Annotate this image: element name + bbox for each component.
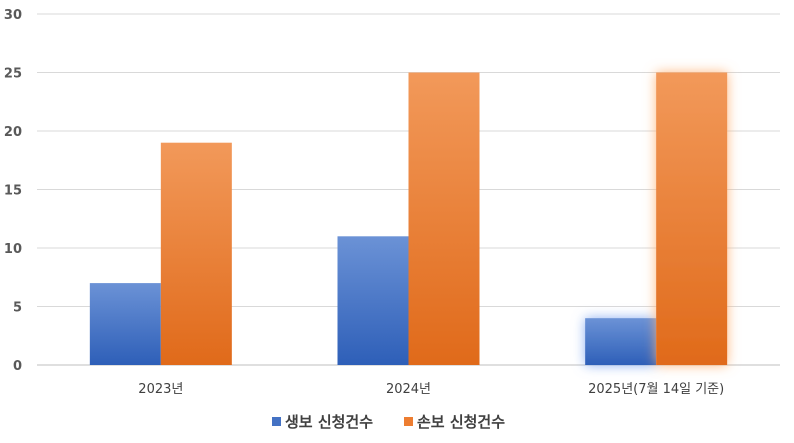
legend-swatch xyxy=(272,417,281,426)
y-tick-label: 0 xyxy=(13,359,22,374)
bar-1 xyxy=(89,283,161,365)
x-axis: 2023년 2024년 2025년(7월 14일 기준) xyxy=(138,382,724,397)
legend: 생보 신청건수 손보 신청건수 xyxy=(272,413,505,431)
y-tick-label: 5 xyxy=(13,301,22,316)
legend-label: 손보 신청건수 xyxy=(417,413,505,431)
bar-1 xyxy=(337,236,409,365)
x-tick-label: 2024년 xyxy=(386,382,431,397)
legend-swatch xyxy=(404,417,413,426)
bar-2 xyxy=(160,142,232,365)
legend-item: 손보 신청건수 xyxy=(404,413,505,431)
bars xyxy=(89,72,728,365)
x-tick-label: 2025년(7월 14일 기준) xyxy=(588,382,724,397)
x-tick-label: 2023년 xyxy=(138,382,183,397)
bar-1 xyxy=(585,318,657,365)
legend-label: 생보 신청건수 xyxy=(285,413,373,431)
y-axis: 0 5 10 15 20 25 30 xyxy=(4,8,22,374)
bar-2 xyxy=(656,72,728,365)
y-tick-label: 15 xyxy=(4,184,22,199)
y-tick-label: 20 xyxy=(4,125,22,140)
y-tick-label: 25 xyxy=(4,67,22,82)
y-tick-label: 30 xyxy=(4,8,22,23)
bar-2 xyxy=(408,72,480,365)
legend-item: 생보 신청건수 xyxy=(272,413,373,431)
y-tick-label: 10 xyxy=(4,242,22,257)
